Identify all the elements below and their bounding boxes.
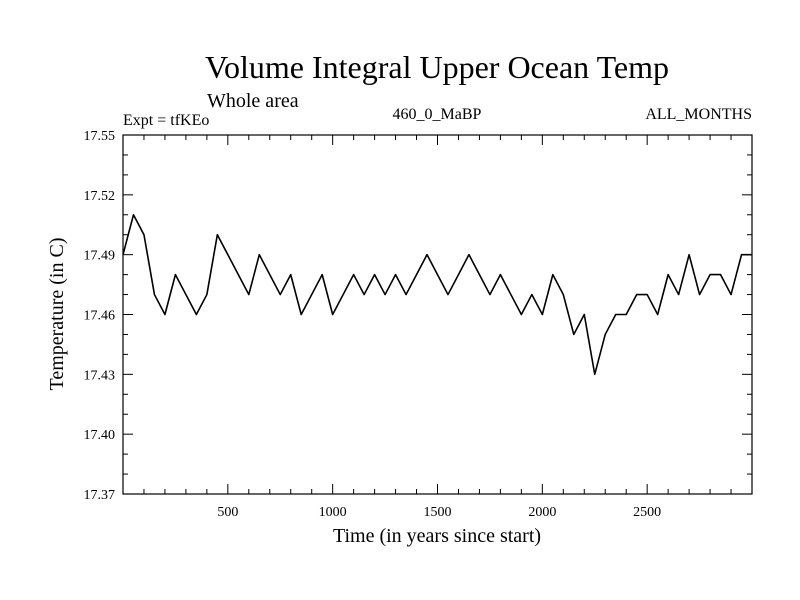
x-tick-label: 1000 [319, 505, 347, 520]
x-tick-label: 2500 [633, 505, 661, 520]
y-tick-label: 17.55 [84, 129, 116, 144]
temperature-series-line [122, 213, 752, 376]
x-axis-tick-labels: 500 1000 1500 2000 2500 [217, 505, 661, 520]
months-label: ALL_MONTHS [645, 106, 752, 123]
y-axis-label: Temperature (in C) [46, 238, 68, 391]
chart-title: Volume Integral Upper Ocean Temp [205, 49, 669, 85]
x-tick-label: 500 [217, 505, 238, 520]
y-tick-label: 17.49 [84, 249, 116, 264]
y-tick-label: 17.46 [84, 309, 116, 324]
y-tick-label: 17.40 [84, 428, 116, 443]
y-tick-label: 17.37 [84, 488, 116, 503]
x-tick-label: 2000 [528, 505, 556, 520]
y-axis-tick-labels: 17.37 17.40 17.43 17.46 17.49 17.52 17.55 [84, 129, 116, 503]
x-tick-label: 1500 [424, 505, 452, 520]
x-axis-ticks [143, 135, 732, 494]
x-axis-label: Time (in years since start) [333, 525, 541, 547]
y-tick-label: 17.43 [84, 368, 116, 383]
chart-subtitle: Whole area [207, 90, 299, 112]
experiment-label: Expt = tfKEo [123, 112, 209, 129]
plot-frame [122, 134, 753, 495]
period-label: 460_0_MaBP [393, 106, 482, 123]
y-tick-label: 17.52 [84, 189, 116, 204]
